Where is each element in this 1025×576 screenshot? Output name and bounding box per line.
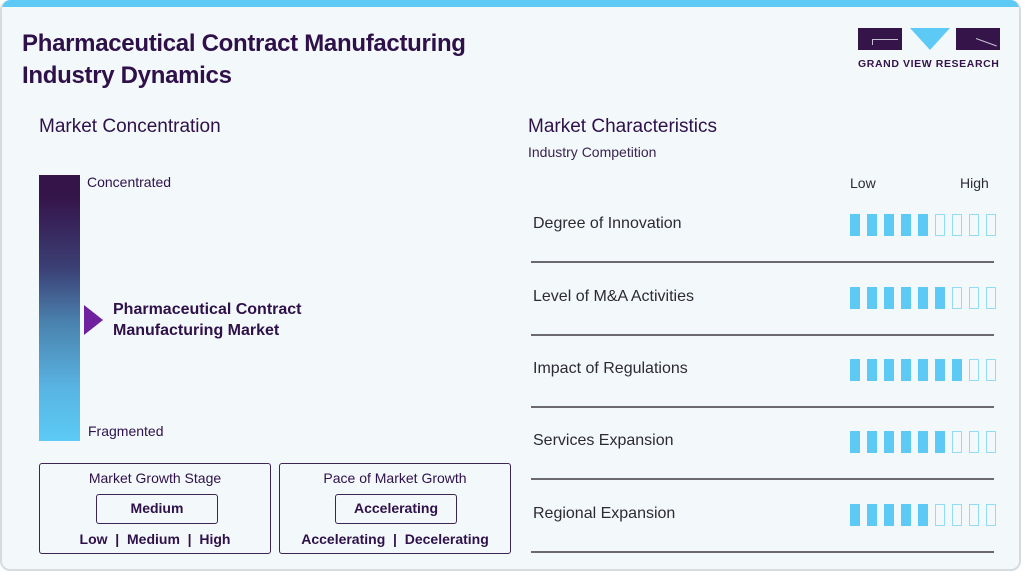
page-title: Pharmaceutical Contract Manufacturing In… [22, 28, 466, 92]
characteristic-row: Regional Expansion [531, 480, 996, 553]
score-meter [850, 431, 996, 453]
meter-segment-empty [969, 214, 979, 236]
accent-bar [2, 0, 1019, 7]
growth-stage-options: Low | Medium | High [79, 531, 231, 547]
title-line-1: Pharmaceutical Contract Manufacturing [22, 30, 466, 57]
row-divider [531, 478, 994, 480]
characteristic-label: Level of M&A Activities [533, 288, 694, 305]
meter-segment-filled [935, 287, 945, 309]
characteristic-row: Degree of Innovation [531, 190, 996, 263]
meter-segment-filled [901, 287, 911, 309]
meter-segment-filled [901, 359, 911, 381]
growth-pace-title: Pace of Market Growth [323, 470, 467, 486]
characteristic-row: Services Expansion [531, 407, 996, 480]
meter-segment-filled [901, 431, 911, 453]
meter-segment-empty [952, 431, 962, 453]
row-divider [531, 551, 994, 553]
row-divider [531, 334, 994, 336]
meter-segment-filled [952, 359, 962, 381]
meter-segment-filled [850, 287, 860, 309]
meter-segment-empty [969, 504, 979, 526]
meter-segment-filled [867, 359, 877, 381]
meter-segment-filled [918, 504, 928, 526]
meter-segment-empty [952, 214, 962, 236]
meter-segment-filled [884, 504, 894, 526]
market-name-line-1: Pharmaceutical Contract [113, 301, 302, 318]
meter-segment-filled [935, 359, 945, 381]
meter-segment-empty [969, 359, 979, 381]
market-growth-stage-box: Market Growth Stage Medium Low | Medium … [39, 463, 271, 554]
title-line-2: Industry Dynamics [22, 62, 232, 89]
growth-stage-title: Market Growth Stage [88, 470, 222, 486]
meter-segment-filled [867, 504, 877, 526]
meter-segment-filled [850, 504, 860, 526]
fragmented-label: Fragmented [88, 423, 164, 439]
market-position-pointer-icon [84, 305, 103, 335]
characteristic-label: Services Expansion [533, 432, 674, 449]
meter-segment-filled [918, 214, 928, 236]
meter-segment-filled [884, 359, 894, 381]
meter-segment-filled [850, 431, 860, 453]
characteristic-label: Impact of Regulations [533, 360, 688, 377]
characteristic-row: Level of M&A Activities [531, 263, 996, 336]
score-meter [850, 214, 996, 236]
market-position-label: Pharmaceutical Contract Manufacturing Ma… [113, 299, 302, 341]
characteristic-row: Impact of Regulations [531, 335, 996, 408]
meter-segment-filled [867, 431, 877, 453]
characteristic-label: Degree of Innovation [533, 215, 682, 232]
meter-segment-filled [867, 214, 877, 236]
meter-segment-empty [986, 431, 996, 453]
meter-segment-empty [952, 287, 962, 309]
row-divider [531, 406, 994, 408]
logo-text: GRAND VIEW RESEARCH [858, 58, 1000, 70]
meter-segment-empty [935, 214, 945, 236]
row-divider [531, 261, 994, 263]
characteristic-label: Regional Expansion [533, 505, 676, 522]
growth-pace-options: Accelerating | Decelerating [301, 531, 489, 547]
meter-segment-empty [952, 504, 962, 526]
growth-pace-selected: Accelerating [335, 494, 457, 524]
meter-segment-empty [969, 287, 979, 309]
growth-stage-selected: Medium [96, 494, 218, 524]
meter-segment-filled [850, 214, 860, 236]
market-concentration-heading: Market Concentration [39, 116, 221, 137]
concentration-gradient-bar [39, 175, 80, 441]
logo-r-block-icon [956, 28, 1000, 50]
meter-segment-filled [867, 287, 877, 309]
meter-segment-filled [884, 214, 894, 236]
meter-segment-empty [986, 359, 996, 381]
scale-high-label: High [960, 175, 989, 191]
concentrated-label: Concentrated [87, 174, 172, 190]
industry-competition-subheading: Industry Competition [528, 144, 657, 160]
score-meter [850, 504, 996, 526]
logo-g-block-icon [858, 28, 902, 50]
meter-segment-filled [850, 359, 860, 381]
meter-segment-empty [935, 504, 945, 526]
meter-segment-empty [986, 504, 996, 526]
meter-segment-empty [986, 214, 996, 236]
pace-of-market-growth-box: Pace of Market Growth Accelerating Accel… [279, 463, 511, 554]
meter-segment-filled [884, 431, 894, 453]
meter-segment-empty [986, 287, 996, 309]
meter-segment-filled [918, 431, 928, 453]
market-characteristics-heading: Market Characteristics [528, 116, 717, 137]
meter-segment-filled [901, 504, 911, 526]
meter-segment-filled [901, 214, 911, 236]
meter-segment-empty [969, 431, 979, 453]
meter-segment-filled [918, 287, 928, 309]
score-meter [850, 359, 996, 381]
score-meter [850, 287, 996, 309]
logo-v-triangle-icon [910, 28, 950, 50]
market-name-line-2: Manufacturing Market [113, 322, 280, 339]
scale-low-label: Low [850, 175, 876, 191]
meter-segment-filled [918, 359, 928, 381]
grand-view-research-logo: GRAND VIEW RESEARCH [858, 28, 1000, 72]
meter-segment-filled [935, 431, 945, 453]
meter-segment-filled [884, 287, 894, 309]
